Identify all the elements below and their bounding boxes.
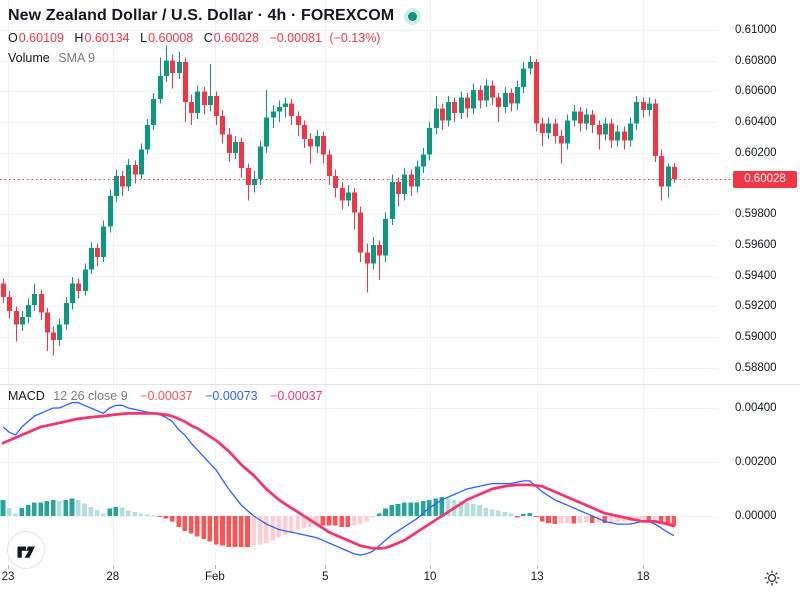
open-value: 0.60109 [18,31,64,45]
price-axis-label: 0.59600 [735,238,777,251]
symbol-legend[interactable]: New Zealand Dollar / U.S. Dollar · 4h · … [8,7,418,25]
macd-lines-layer [1,401,676,556]
high-value: 0.60134 [84,31,130,45]
market-status-icon [408,11,418,21]
time-axis-label: 13 [530,571,544,583]
price-axis-label: 0.60800 [735,54,777,67]
macd-axis-label: 0.00200 [735,456,777,468]
macd-signal-line [1,411,676,550]
macd-histogram-value: −0.00037 [140,389,193,403]
ohlc-legend: O0.60109 H0.60134 L0.60008 C0.60028 −0.0… [8,31,380,45]
time-axis-label: 28 [106,571,120,583]
tradingview-logo[interactable] [7,531,45,569]
price-axis-label: 0.58800 [735,361,777,374]
change-value: −0.00081 [269,31,322,45]
time-axis-label: 10 [423,571,437,583]
change-percent: (−0.13%) [329,31,381,45]
high-label: H [74,31,84,45]
candles-layer [1,45,677,356]
tradingview-logo-icon [17,546,35,558]
price-axis-label: 0.59000 [735,331,777,343]
close-label: C [203,31,213,45]
price-axis-label: 0.59800 [735,208,777,221]
macd-indicator-name: MACD [8,389,45,403]
macd-axis-label: 0.00000 [735,510,777,522]
macd-line-value: −0.00073 [205,389,258,403]
price-axis-label: 0.61000 [735,24,777,36]
price-axis-label: 0.60200 [735,146,777,159]
low-label: L [140,31,148,45]
time-axis-label: 5 [322,571,329,583]
time-axis-label: 18 [636,571,650,583]
low-value: 0.60008 [148,31,194,45]
price-axis-label: 0.59200 [735,300,777,313]
last-price-badge: 0.60028 [733,170,797,188]
time-axis-label: 23 [1,571,15,583]
price-axis-label: 0.60400 [735,116,777,129]
close-value: 0.60028 [213,31,259,45]
macd-axis-label: 0.00400 [735,402,777,414]
macd-legend[interactable]: MACD 12 26 close 9 −0.00037 −0.00073 −0.… [8,389,323,403]
macd-line [2,401,675,556]
volume-indicator-params: SMA 9 [58,51,96,65]
chart-title: New Zealand Dollar / U.S. Dollar · 4h · … [8,7,395,24]
volume-indicator-name: Volume [8,51,50,65]
macd-signal-value: −0.00037 [270,389,323,403]
macd-indicator-params: 12 26 close 9 [53,389,128,403]
price-axis-label: 0.60600 [735,85,777,98]
grid-layer [0,0,718,569]
macd-histogram-layer [0,497,677,548]
volume-legend[interactable]: Volume SMA 9 [8,51,95,65]
price-axis-label: 0.59400 [735,269,777,282]
display-settings-sun-icon[interactable] [763,569,781,587]
open-label: O [8,31,18,45]
time-axis-label: Feb [205,571,225,583]
